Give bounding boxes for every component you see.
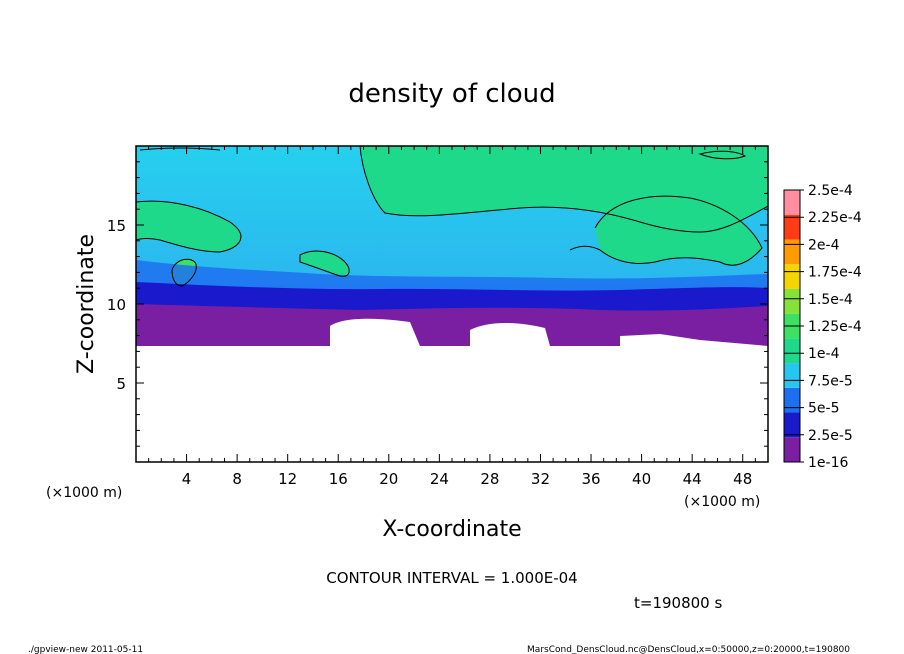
x-tick-label: 36 [581,470,600,488]
field-band-green-left [136,201,241,252]
y-axis-unit: (×1000 m) [46,485,122,501]
x-tick-label: 12 [278,470,297,488]
colorbar-label: 7.5e-5 [808,373,853,389]
y-axis-label: Z-coordinate [74,234,99,374]
colorbar-label: 2.5e-4 [808,183,853,199]
colorbar-label: 2.5e-5 [808,428,853,444]
colorbar-swatch [784,288,800,314]
density-field [136,146,768,462]
colorbar-label: 1e-4 [808,346,840,362]
x-tick-label: 4 [182,470,192,488]
colorbar-swatch [784,239,800,265]
y-tick-label: 10 [107,296,126,314]
colorbar-label: 2e-4 [808,237,840,253]
x-tick-label: 44 [683,470,702,488]
colorbar-swatch [784,387,800,413]
x-tick-label: 20 [379,470,398,488]
footer-left: ./gpview-new 2011-05-11 [28,645,143,654]
contour-lines [136,146,768,287]
x-tick-label: 28 [480,470,499,488]
x-axis-label: X-coordinate [382,517,521,542]
colorbar-label: 2.25e-4 [808,210,862,226]
contour-line-loop [171,258,197,287]
x-axis: 4 8 12 16 20 24 28 32 36 40 44 48 [148,146,756,488]
y-tick-label: 15 [107,217,126,235]
colorbar: 1e-16 2.5e-5 5e-5 7.5e-5 1e-4 1.25e-4 1.5e-4 1.… [783,183,862,471]
x-tick-label: 48 [733,470,752,488]
y-axis: 5 10 15 [107,161,768,447]
x-tick-label: 24 [430,470,449,488]
x-tick-label: 32 [531,470,550,488]
colorbar-label: 1.75e-4 [808,265,862,281]
contour-line-upper [359,146,768,233]
colorbar-swatch [784,190,800,215]
colorbar-swatch [784,338,800,364]
x-axis-unit: (×1000 m) [684,494,760,510]
contour-line-left [136,200,242,253]
colorbar-swatch [784,264,800,289]
footer-right: MarsCond_DensCloud.nc@DensCloud,x=0:5000… [527,645,850,654]
time-label: t=190800 s [634,594,722,612]
x-tick-label: 16 [329,470,348,488]
x-tick-label: 40 [632,470,651,488]
colorbar-label: 5e-5 [808,401,839,417]
contour-line-right [569,195,763,266]
contour-line-small [299,250,350,277]
field-band-green-small [300,251,350,277]
field-band-purple [136,304,768,346]
chart-title: density of cloud [348,79,555,109]
colorbar-swatch [784,437,800,462]
colorbar-label: 1.5e-4 [808,292,853,308]
contour-interval: CONTOUR INTERVAL = 1.000E-04 [326,569,577,587]
contour-line-top-right [698,150,747,160]
field-gap-white [330,318,768,346]
colorbar-label: 1.25e-4 [808,319,862,335]
y-tick-label: 5 [116,375,126,393]
colorbar-swatch [784,412,800,438]
colorbar-label: 1e-16 [808,455,848,471]
colorbar-swatch [784,214,800,240]
colorbar-swatch [784,363,800,388]
x-tick-label: 8 [232,470,242,488]
